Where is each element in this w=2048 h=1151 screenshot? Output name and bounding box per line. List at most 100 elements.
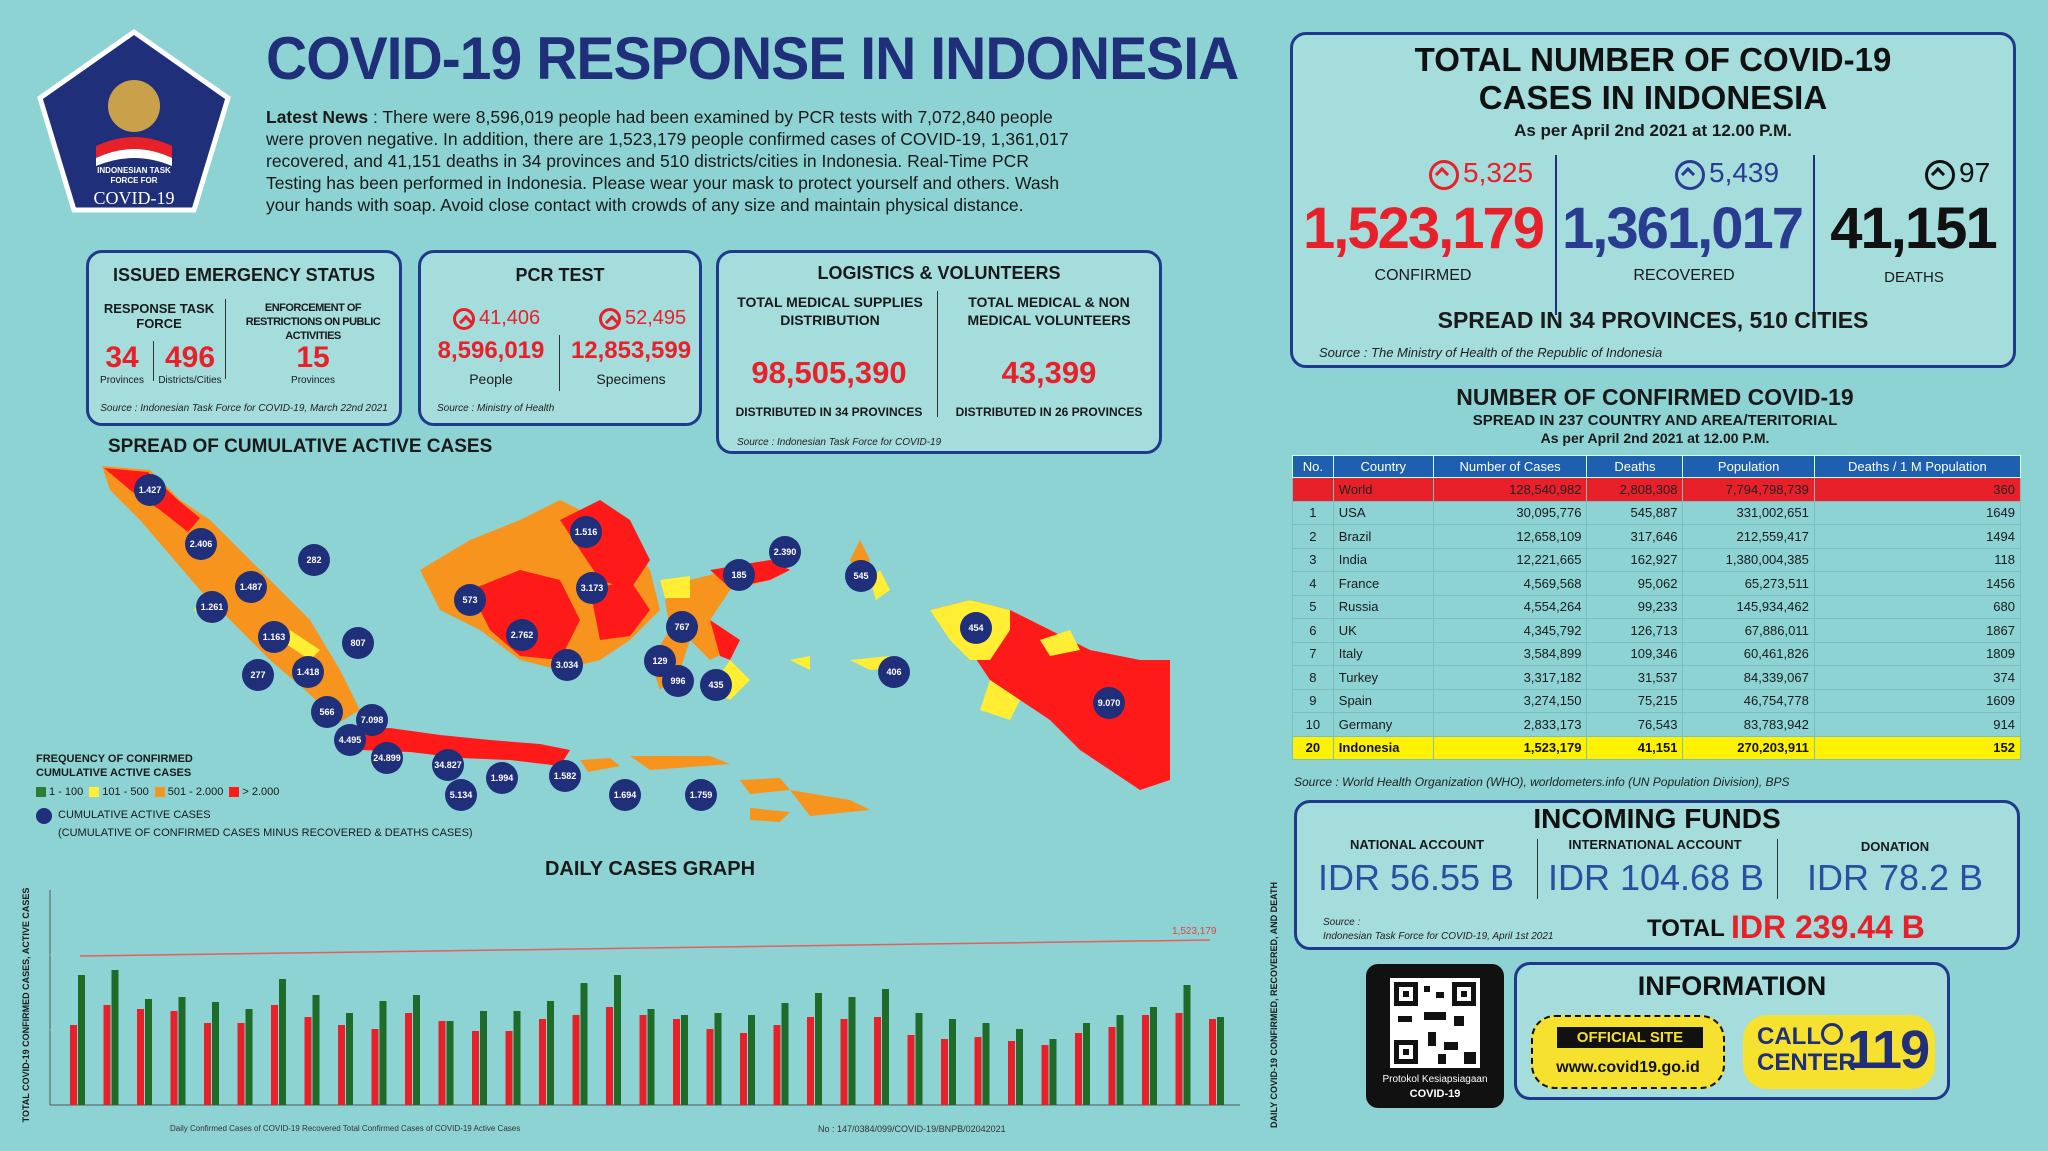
table-cell: 1456 [1813,571,2022,596]
daily-bar [111,970,119,1105]
table-row: World 128,540,982 2,808,308 7,794,798,739 36… [1292,477,2022,502]
official-site-link[interactable]: OFFICIAL SITE www.covid19.go.id [1531,1015,1725,1089]
totals-panel: TOTAL NUMBER OF COVID-19 CASES IN INDONE… [1290,32,2016,368]
table-cell: 680 [1813,594,2022,619]
daily-bar [379,1001,387,1105]
map-bubble: 3.034 [551,649,583,681]
table-row: 5 Russia 4,554,264 99,233 145,934,462 680 [1292,594,2022,619]
supplies-note: DISTRIBUTED IN 34 PROVINCES [735,405,923,419]
map-legend-circle-label: CUMULATIVE ACTIVE CASES [58,809,211,821]
table-cell: 84,339,067 [1682,665,1815,690]
table-cell: 1649 [1813,500,2022,525]
phone-icon [1821,1023,1843,1045]
volunteers-note: DISTRIBUTED IN 26 PROVINCES [955,405,1143,419]
restrict-label: Provinces [291,375,335,386]
logistics-title: LOGISTICS & VOLUNTEERS [817,263,1061,283]
supplies-label: TOTAL MEDICAL SUPPLIES DISTRIBUTION [737,294,923,328]
deaths-label: DEATHS [1884,269,1944,286]
legend-swatch [89,787,100,798]
world-table: No. Country Number of Cases Deaths Populatio… [1292,455,2022,760]
information-title: INFORMATION [1637,971,1827,1001]
map-bubble: 1.516 [570,516,602,548]
table-cell: 65,273,511 [1682,571,1815,596]
totals-source: Source : The Ministry of Health of the R… [1319,345,1663,360]
map-bubble: 34.827 [432,749,464,781]
news-line-2: were proven negative. In addition, there… [266,129,1069,149]
map-bubble: 566 [311,696,343,728]
daily-bar [907,1035,915,1105]
map-bubble: 5.134 [445,779,477,811]
table-cell: 3 [1292,547,1334,572]
task-force-logo: INDONESIAN TASK FORCE FOR COVID-19 [36,28,232,216]
daily-bar [304,1017,312,1105]
daily-bar [941,1039,948,1105]
daily-bar [438,1021,446,1105]
daily-bar [145,999,152,1105]
map-bubble: 185 [723,559,755,591]
table-cell: 31,537 [1586,665,1684,690]
news-label: Latest News [266,107,369,127]
funds-total-value: IDR 239.44 B [1731,909,1925,945]
table-row: 7 Italy 3,584,899 109,346 60,461,826 1809 [1292,641,2022,666]
daily-bar [78,975,85,1105]
pcr-people-label: People [469,371,513,387]
world-subtitle: SPREAD IN 237 COUNTRY AND AREA/TERITORIA… [1472,412,1838,429]
table-cell: 12,658,109 [1432,524,1588,549]
map-bubble: 573 [454,584,486,616]
volunteers-value: 43,399 [1001,355,1097,390]
funds-panel: INCOMING FUNDS NATIONAL ACCOUNT INTERNAT… [1294,800,2020,950]
table-cell: 1609 [1813,688,2022,713]
table-cell: UK [1332,618,1434,643]
table-cell: 270,203,911 [1682,735,1815,760]
table-cell: 9 [1292,688,1334,713]
table-cell: 331,002,651 [1682,500,1815,525]
map-bubble: 1.994 [486,762,518,794]
confirmed-increase-value: 5,325 [1463,157,1534,188]
call-number: 119 [1847,1020,1930,1080]
qr-code-icon [1390,978,1480,1068]
daily-bar [505,1031,513,1105]
page-title: COVID-19 RESPONSE IN INDONESIA [266,25,1239,92]
table-row: 9 Spain 3,274,150 75,215 46,754,778 1609 [1292,688,2022,713]
funds-source-label: Source : [1323,917,1361,928]
restrict-value: 15 [296,341,330,374]
table-cell: 545,887 [1586,500,1684,525]
table-cell: 20 [1292,735,1334,760]
map-bubble: 3.173 [576,572,608,604]
world-as-per: As per April 2nd 2021 at 12.00 P.M. [1540,430,1770,446]
daily-bar [1209,1019,1216,1105]
daily-bar [1175,1013,1183,1105]
table-row: 2 Brazil 12,658,109 317,646 212,559,417 1494 [1292,524,2022,549]
logo-line-2: FORCE FOR [110,176,158,185]
call-center-button[interactable]: CALL CENTER 119 [1743,1015,1935,1089]
table-cell: 2 [1292,524,1334,549]
table-cell: 2,808,308 [1586,477,1684,502]
daily-bar [982,1023,990,1105]
table-cell: 5 [1292,594,1334,619]
call-label: CALL [1757,1023,1821,1050]
indonesia-map [90,460,1200,850]
table-cell: 4,569,568 [1432,571,1588,596]
daily-bar [647,1009,655,1105]
daily-bar [271,1005,278,1105]
daily-bar [848,997,856,1105]
map-bubble: 1.487 [235,571,267,603]
table-cell: USA [1332,500,1434,525]
latest-news: Latest News : There were 8,596,019 peopl… [266,106,1250,216]
table-row: 20 Indonesia 1,523,179 41,151 270,203,911 152 [1292,735,2022,760]
qr-card[interactable]: Protokol Kesiapsiagaan COVID-19 [1366,964,1504,1108]
map-bubble: 807 [342,627,374,659]
table-cell: 152 [1813,735,2022,760]
world-source: Source : World Health Organization (WHO)… [1294,775,1790,789]
map-legend-circle [36,808,52,824]
table-cell: 914 [1813,712,2022,737]
table-header: No. [1292,455,1334,478]
table-cell: Turkey [1332,665,1434,690]
table-cell: 41,151 [1586,735,1684,760]
map-bubble: 1.759 [685,779,717,811]
national-label: NATIONAL ACCOUNT [1349,837,1485,852]
map-bubble: 767 [666,611,698,643]
table-cell: 75,215 [1586,688,1684,713]
daily-bar [673,1019,680,1105]
specimens-increase-value: 52,495 [625,307,687,329]
